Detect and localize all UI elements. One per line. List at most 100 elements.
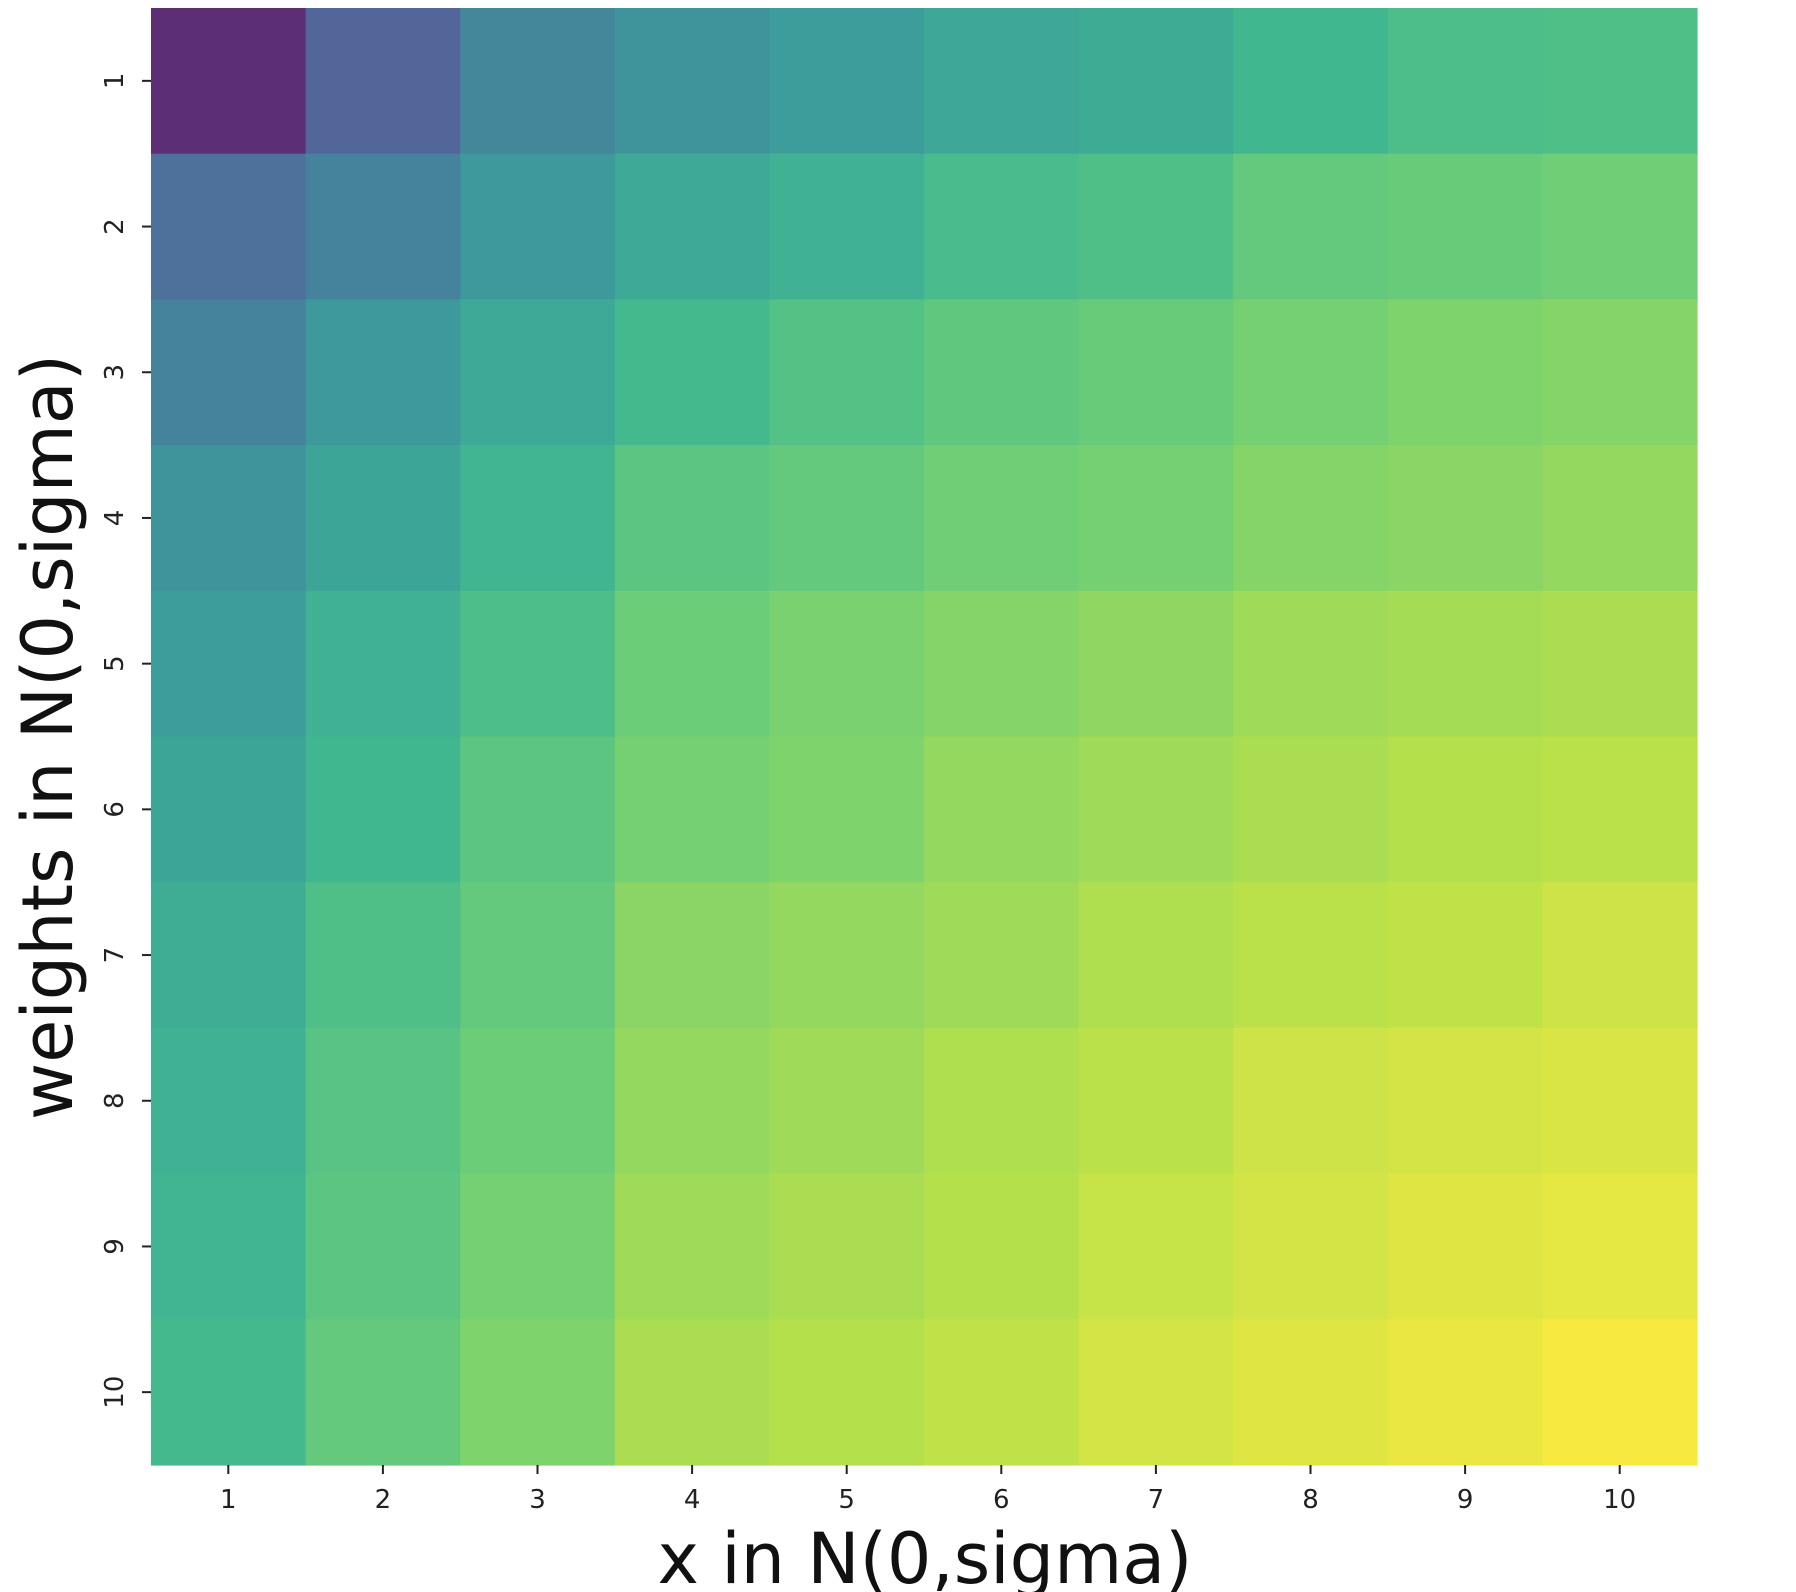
heatmap-cell-r6-c10: [1542, 736, 1698, 883]
heatmap-cell-r1-c3: [460, 8, 616, 155]
heatmap-cell-r2-c8: [1233, 153, 1389, 300]
heatmap-cell-r3-c2: [305, 299, 461, 446]
heatmap-cell-r3-c3: [460, 299, 616, 446]
y-tick-label: 5: [100, 655, 130, 672]
heatmap-cell-r5-c6: [924, 590, 1080, 738]
heatmap-cell-r3-c7: [1078, 299, 1234, 446]
heatmap-cell-r9-c2: [305, 1173, 461, 1320]
heatmap-cell-r1-c10: [1542, 8, 1698, 155]
y-tick-label: 6: [100, 801, 130, 818]
heatmap-cell-r10-c9: [1387, 1319, 1543, 1466]
heatmap-cell-r7-c7: [1078, 882, 1234, 1029]
heatmap-cells: [151, 8, 1698, 1466]
y-axis-ticks: 1 2 3 4 5 6 7 8 9 10: [100, 73, 151, 1409]
heatmap-cell-r7-c8: [1233, 882, 1389, 1029]
heatmap-cell-r4-c1: [151, 445, 307, 592]
heatmap-cell-r6-c7: [1078, 736, 1234, 883]
heatmap-cell-r5-c8: [1233, 590, 1389, 738]
heatmap-cell-r3-c5: [769, 299, 925, 446]
heatmap-cell-r7-c4: [614, 882, 770, 1029]
heatmap-cell-r3-c9: [1387, 299, 1543, 446]
y-tick-label: 9: [100, 1238, 130, 1255]
heatmap-cell-r5-c3: [460, 590, 616, 738]
heatmap-cell-r4-c8: [1233, 445, 1389, 592]
heatmap-cell-r5-c2: [305, 590, 461, 738]
heatmap-cell-r9-c6: [924, 1173, 1080, 1320]
heatmap-cell-r10-c5: [769, 1319, 925, 1466]
x-tick-label: 3: [529, 1485, 546, 1515]
heatmap-cell-r2-c3: [460, 153, 616, 300]
heatmap-cell-r9-c5: [769, 1173, 925, 1320]
heatmap-cell-r4-c2: [305, 445, 461, 592]
heatmap-cell-r6-c2: [305, 736, 461, 883]
heatmap-cell-r8-c4: [614, 1027, 770, 1175]
x-tick-label: 1: [220, 1485, 237, 1515]
heatmap-cell-r8-c8: [1233, 1027, 1389, 1175]
heatmap-cell-r6-c6: [924, 736, 1080, 883]
heatmap-cell-r5-c10: [1542, 590, 1698, 738]
heatmap-cell-r9-c8: [1233, 1173, 1389, 1320]
heatmap-cell-r2-c9: [1387, 153, 1543, 300]
heatmap-cell-r1-c9: [1387, 8, 1543, 155]
heatmap-cell-r10-c4: [614, 1319, 770, 1466]
heatmap-cell-r7-c5: [769, 882, 925, 1029]
heatmap-cell-r5-c9: [1387, 590, 1543, 738]
heatmap-cell-r7-c2: [305, 882, 461, 1029]
y-tick-label: 7: [100, 947, 130, 964]
heatmap-cell-r1-c2: [305, 8, 461, 155]
heatmap-cell-r10-c2: [305, 1319, 461, 1466]
heatmap-cell-r5-c7: [1078, 590, 1234, 738]
x-tick-label: 7: [1148, 1485, 1165, 1515]
heatmap-cell-r7-c10: [1542, 882, 1698, 1029]
heatmap-cell-r4-c9: [1387, 445, 1543, 592]
heatmap-cell-r4-c3: [460, 445, 616, 592]
heatmap-cell-r8-c1: [151, 1027, 307, 1175]
x-tick-label: 8: [1302, 1485, 1319, 1515]
heatmap-cell-r3-c4: [614, 299, 770, 446]
heatmap-cell-r10-c1: [151, 1319, 307, 1466]
heatmap-cell-r2-c7: [1078, 153, 1234, 300]
heatmap-cell-r1-c7: [1078, 8, 1234, 155]
x-tick-label: 10: [1603, 1485, 1636, 1515]
heatmap-cell-r7-c1: [151, 882, 307, 1029]
heatmap-cell-r9-c10: [1542, 1173, 1698, 1320]
heatmap-cell-r3-c10: [1542, 299, 1698, 446]
heatmap-cell-r9-c4: [614, 1173, 770, 1320]
heatmap-cell-r9-c9: [1387, 1173, 1543, 1320]
heatmap-cell-r8-c10: [1542, 1027, 1698, 1175]
heatmap-cell-r10-c10: [1542, 1319, 1698, 1466]
heatmap-cell-r3-c6: [924, 299, 1080, 446]
heatmap-cell-r1-c8: [1233, 8, 1389, 155]
heatmap-cell-r2-c5: [769, 153, 925, 300]
x-axis-ticks: 1 2 3 4 5 6 7 8 9 10: [220, 1465, 1636, 1515]
heatmap-cell-r10-c3: [460, 1319, 616, 1466]
heatmap-cell-r7-c6: [924, 882, 1080, 1029]
heatmap-cell-r6-c3: [460, 736, 616, 883]
heatmap-cell-r7-c3: [460, 882, 616, 1029]
heatmap-cell-r6-c5: [769, 736, 925, 883]
heatmap-cell-r1-c1: [151, 8, 307, 155]
heatmap-cell-r8-c3: [460, 1027, 616, 1175]
heatmap-cell-r5-c1: [151, 590, 307, 738]
heatmap-cell-r6-c1: [151, 736, 307, 883]
x-tick-label: 4: [684, 1485, 701, 1515]
heatmap-cell-r5-c4: [614, 590, 770, 738]
heatmap-cell-r1-c6: [924, 8, 1080, 155]
y-tick-label: 8: [100, 1092, 130, 1109]
heatmap-cell-r8-c7: [1078, 1027, 1234, 1175]
heatmap-cell-r8-c2: [305, 1027, 461, 1175]
heatmap-cell-r6-c8: [1233, 736, 1389, 883]
heatmap-cell-r2-c2: [305, 153, 461, 300]
heatmap-cell-r9-c7: [1078, 1173, 1234, 1320]
heatmap-cell-r2-c10: [1542, 153, 1698, 300]
heatmap-cell-r2-c1: [151, 153, 307, 300]
heatmap-cell-r2-c6: [924, 153, 1080, 300]
heatmap-cell-r7-c9: [1387, 882, 1543, 1029]
heatmap-cell-r8-c9: [1387, 1027, 1543, 1175]
heatmap-cell-r8-c5: [769, 1027, 925, 1175]
heatmap-cell-r4-c10: [1542, 445, 1698, 592]
heatmap-cell-r8-c6: [924, 1027, 1080, 1175]
heatmap-cell-r4-c6: [924, 445, 1080, 592]
heatmap-cell-r5-c5: [769, 590, 925, 738]
